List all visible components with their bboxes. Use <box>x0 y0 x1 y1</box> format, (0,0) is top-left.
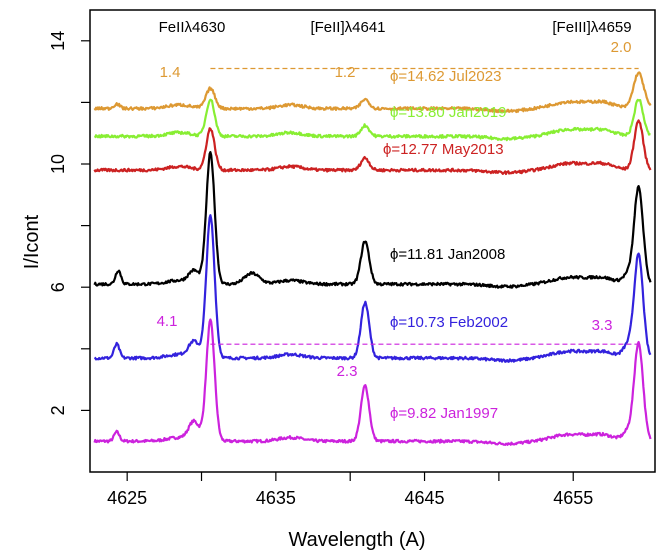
series-line <box>93 119 652 176</box>
series-label: ϕ=9.82 Jan1997 <box>390 405 498 422</box>
annotations: FeIIλ4630 [FeII]λ4641 [FeIII]λ4659 ϕ=9.82 J… <box>157 19 639 422</box>
ratio-label: 1.2 <box>335 64 356 81</box>
x-tick-label: 4645 <box>405 488 445 508</box>
series-group <box>93 71 652 446</box>
series-line <box>93 151 652 289</box>
ratio-label: 4.1 <box>157 313 178 330</box>
series-label: ϕ=10.73 Feb2002 <box>390 314 508 331</box>
series-label: ϕ=13.80 Jan2019 <box>390 104 506 121</box>
y-axis-title: I/Icont <box>21 214 43 269</box>
y-tick-label: 10 <box>48 154 68 174</box>
line-id-label: FeIIλ4630 <box>159 19 226 36</box>
ratio-label: 1.4 <box>160 64 181 81</box>
x-tick-label: 4635 <box>256 488 296 508</box>
axes: 4625 4635 4645 4655 2 6 10 14 <box>48 9 656 508</box>
line-id-label: [FeIII]λ4659 <box>552 19 631 36</box>
x-axis-title: Wavelength (A) <box>288 529 425 551</box>
ratio-label: 2.3 <box>337 363 358 380</box>
x-tick-label: 4655 <box>553 488 593 508</box>
series-line <box>93 98 651 142</box>
series-line <box>93 318 652 446</box>
series-label: ϕ=12.77 May2013 <box>383 141 504 158</box>
ratio-label: 2.0 <box>611 39 632 56</box>
plot-frame <box>89 9 656 473</box>
series-line <box>93 214 652 363</box>
series-label: ϕ=14.62 Jul2023 <box>390 68 501 85</box>
series-label: ϕ=11.81 Jan2008 <box>390 246 505 263</box>
y-tick-label: 2 <box>48 405 68 415</box>
series-line <box>93 71 652 114</box>
x-tick-label: 4625 <box>107 488 147 508</box>
line-id-label: [FeII]λ4641 <box>310 19 385 36</box>
y-tick-label: 14 <box>48 31 68 51</box>
ratio-label: 3.3 <box>592 317 613 334</box>
y-tick-label: 6 <box>48 282 68 292</box>
